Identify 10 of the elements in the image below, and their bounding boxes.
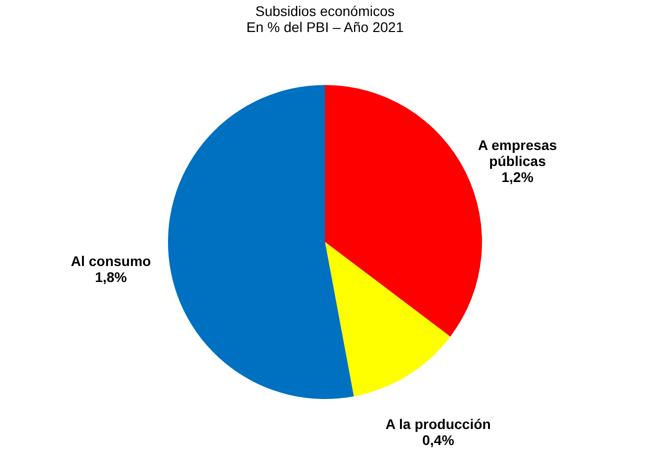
data-label: 1,2% — [502, 169, 534, 186]
text: Subsidios económicos — [255, 3, 395, 19]
text: En % del PBI – Año 2021 — [246, 19, 404, 35]
slice-label: A empresas públicas — [478, 137, 558, 170]
data-label: 1,8% — [94, 268, 128, 285]
pie-slice — [325, 242, 450, 396]
slice-label: Al consumo — [70, 252, 151, 269]
slice-label: A la producción — [386, 416, 491, 432]
data-label: 0,4% — [422, 432, 455, 448]
pie-slice — [168, 85, 354, 399]
